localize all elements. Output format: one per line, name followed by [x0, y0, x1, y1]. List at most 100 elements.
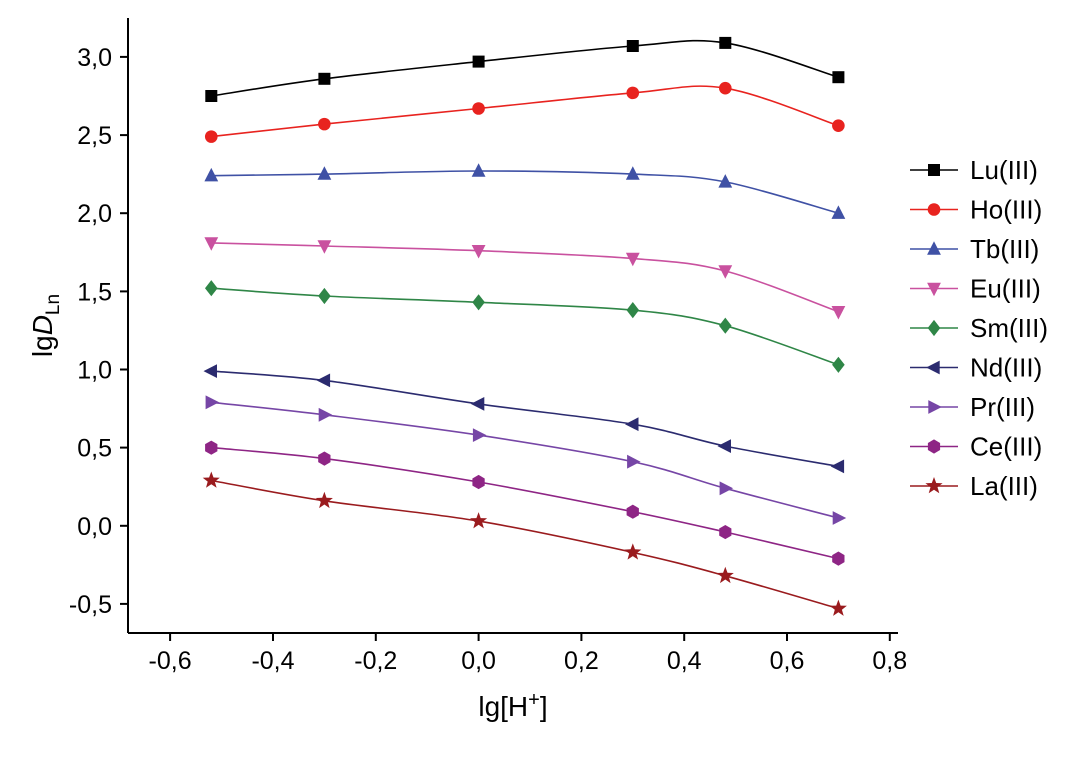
legend-item: Nd(III) [910, 353, 1042, 383]
data-point-marker [472, 102, 485, 115]
legend-label: Eu(III) [970, 274, 1041, 304]
legend-item: Pr(III) [910, 392, 1035, 422]
x-tick-label: 0,8 [872, 647, 907, 675]
y-tick-label: 0,0 [77, 513, 112, 541]
y-tick-label: -0,5 [69, 591, 112, 619]
legend-item: Ce(III) [910, 432, 1042, 462]
legend-marker [927, 439, 941, 454]
series-line [211, 479, 839, 610]
data-point-marker [318, 451, 331, 466]
series-line [211, 370, 839, 468]
y-tick-label: 0,5 [77, 435, 112, 463]
legend-marker [927, 203, 941, 216]
y-tick-label: 2,0 [77, 200, 112, 228]
legend-label: La(III) [970, 471, 1038, 501]
data-point-marker [719, 36, 732, 49]
data-point-marker [317, 166, 332, 180]
legend-item: Sm(III) [910, 313, 1048, 343]
data-point-marker [626, 302, 640, 319]
data-point-marker [625, 417, 639, 432]
data-point-marker [625, 166, 640, 180]
y-tick-label: 1,0 [77, 357, 112, 385]
x-tick-label: -0,2 [354, 647, 397, 675]
data-point-marker [205, 440, 218, 455]
data-point-marker [626, 86, 640, 100]
x-axis-label: lg[H+] [478, 689, 547, 722]
data-point-marker [829, 599, 847, 616]
legend-label: Ho(III) [970, 195, 1042, 225]
legend-label: Lu(III) [970, 155, 1038, 185]
data-point-marker [317, 240, 332, 254]
data-point-marker [471, 245, 486, 259]
legend-label: Nd(III) [970, 353, 1042, 383]
legend-item: Ho(III) [910, 195, 1042, 225]
data-point-marker [832, 511, 847, 525]
data-point-marker [719, 481, 734, 496]
legend-label: Ce(III) [970, 432, 1042, 462]
data-point-marker [830, 459, 845, 474]
data-point-marker [624, 543, 642, 560]
series-line [211, 446, 839, 560]
data-point-marker [716, 566, 734, 584]
data-point-marker [718, 81, 732, 95]
data-point-marker [316, 373, 331, 388]
data-point-marker [472, 428, 487, 442]
x-tick-label: 0,0 [461, 647, 496, 675]
data-point-marker [625, 252, 640, 267]
data-point-marker [472, 55, 485, 68]
data-point-marker [318, 287, 331, 305]
data-point-marker [205, 395, 220, 410]
legend-item: Tb(III) [910, 234, 1039, 264]
data-point-marker [832, 551, 845, 566]
legend-item: La(III) [910, 471, 1038, 501]
data-point-marker [472, 474, 485, 490]
data-point-marker [832, 119, 845, 132]
legend: Lu(III) Ho(III) Tb(III) Eu(III) Sm(III) Nd(II… [910, 155, 1048, 501]
legend-label: Pr(III) [970, 392, 1035, 422]
series-line [211, 401, 839, 519]
series-line [211, 287, 839, 366]
data-point-marker [626, 504, 639, 519]
data-point-marker [717, 439, 731, 453]
data-point-marker [718, 265, 733, 279]
data-point-marker [203, 364, 217, 378]
x-tick-label: -0,4 [251, 647, 294, 675]
data-point-marker [832, 356, 845, 373]
x-tick-label: -0,6 [149, 647, 192, 675]
series-line [211, 170, 839, 214]
data-point-marker [204, 167, 219, 182]
data-point-marker [470, 397, 485, 411]
x-tick-label: 0,6 [770, 647, 805, 675]
data-point-marker [831, 306, 846, 320]
data-point-marker [718, 174, 733, 188]
data-point-marker [472, 294, 485, 311]
data-point-marker [627, 454, 641, 469]
data-point-marker [471, 163, 486, 177]
legend-label: Sm(III) [970, 313, 1048, 343]
data-point-marker [470, 512, 488, 529]
data-point-marker [318, 72, 331, 85]
data-point-marker [202, 471, 220, 488]
series-line [211, 85, 839, 138]
legend-marker [927, 319, 941, 337]
legend-item: Lu(III) [910, 155, 1038, 185]
data-point-marker [831, 205, 846, 219]
data-point-marker [205, 280, 218, 297]
data-point-marker [205, 90, 218, 102]
legend-marker [928, 400, 942, 414]
legend-marker [926, 360, 940, 375]
legend-marker [925, 477, 943, 494]
y-tick-label: 1,5 [77, 278, 112, 306]
data-point-marker [204, 237, 219, 251]
series-line [211, 242, 839, 313]
data-point-marker [832, 71, 845, 84]
y-tick-label: 3,0 [77, 44, 112, 72]
x-tick-label: 0,2 [564, 647, 599, 675]
data-point-marker [318, 117, 331, 131]
legend-marker [927, 282, 941, 297]
y-axis-label: lgDLn [27, 294, 64, 357]
data-point-marker [315, 491, 333, 509]
data-point-marker [318, 407, 333, 422]
